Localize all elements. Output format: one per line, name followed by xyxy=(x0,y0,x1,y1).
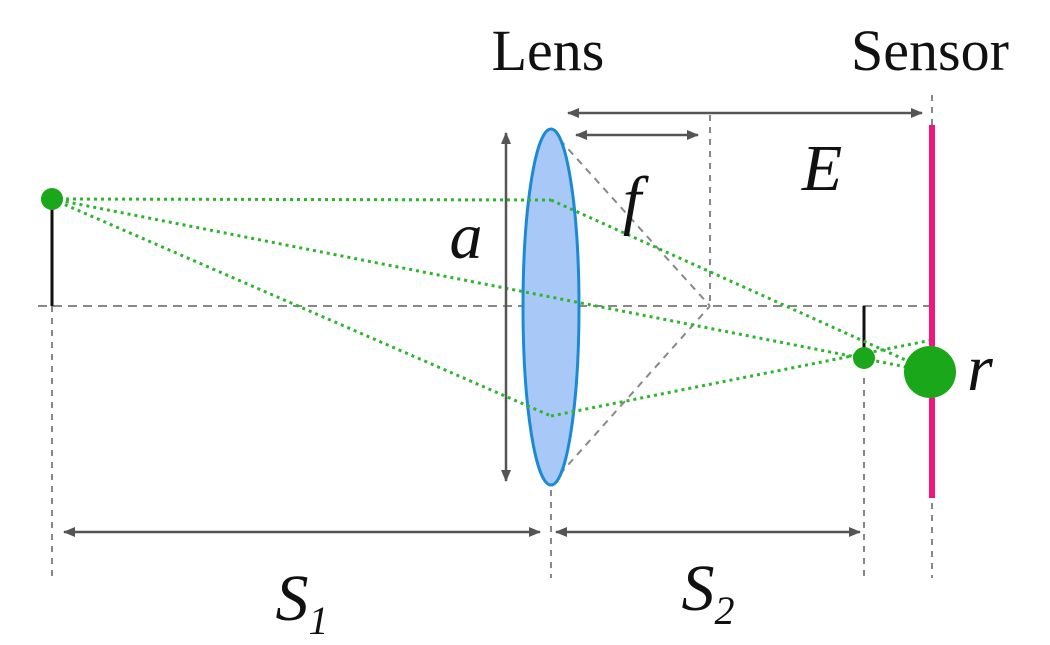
object-point xyxy=(41,188,63,210)
dimension-arrows xyxy=(63,108,923,537)
ray-lower-out xyxy=(550,338,933,418)
image-distance-label: S2 xyxy=(682,552,735,633)
object-distance-label: S1 xyxy=(276,562,329,643)
focal-construction-lines xyxy=(550,129,711,485)
aperture-label: a xyxy=(450,200,483,273)
lens xyxy=(521,127,581,487)
blur-radius-label: r xyxy=(967,332,993,405)
ray-center xyxy=(51,197,933,374)
object-distance-subscript: 1 xyxy=(309,598,329,643)
object-distance-symbol: S xyxy=(276,562,309,635)
light-rays xyxy=(51,197,933,418)
image-point xyxy=(853,347,875,369)
ray-upper-in xyxy=(51,197,552,202)
upper-focal-ray xyxy=(550,129,711,307)
image-distance-subscript: 2 xyxy=(715,588,735,633)
image-distance-symbol: S xyxy=(682,552,715,625)
lens-label: Lens xyxy=(492,18,605,83)
sensor-distance-label: E xyxy=(801,132,842,205)
reference-lines xyxy=(51,95,933,578)
blur-circle xyxy=(904,346,956,398)
focal-length-label: f xyxy=(623,164,649,237)
lower-focal-ray xyxy=(550,305,711,485)
sensor-label: Sensor xyxy=(851,18,1009,83)
ray-upper-out xyxy=(550,198,933,374)
